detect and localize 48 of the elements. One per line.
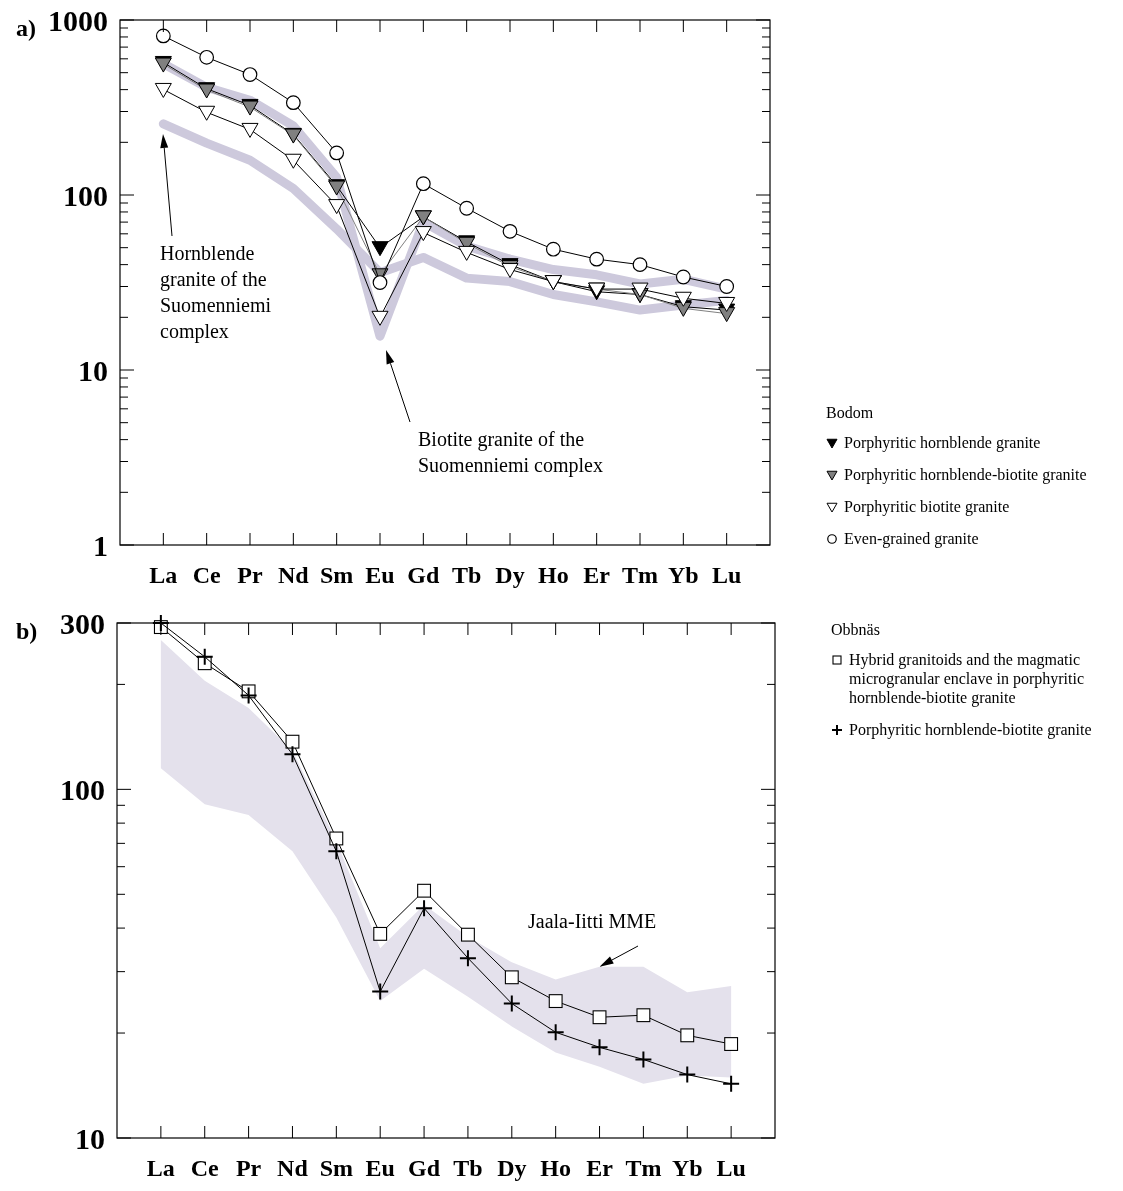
x-tick-label: Er <box>583 562 611 588</box>
legend-label: Porphyritic hornblende granite <box>844 434 1041 452</box>
y-tick-label: 100 <box>63 178 108 212</box>
y-tick-label: 1000 <box>48 3 108 37</box>
legend-title: Bodom <box>826 404 874 421</box>
chart-title: a) <box>16 15 36 41</box>
x-tick-label: Lu <box>716 1155 746 1181</box>
y-tick-label: 300 <box>60 606 105 640</box>
y-tick-label: 1 <box>93 528 108 562</box>
x-tick-label: Gd <box>408 1155 441 1181</box>
x-tick-label: Nd <box>277 1155 309 1181</box>
x-tick-label: Tm <box>625 1155 662 1181</box>
x-tick-label: Eu <box>365 562 395 588</box>
x-tick-label: Yb <box>667 562 699 588</box>
x-tick-label: Sm <box>319 562 354 588</box>
legend-label: Even-grained granite <box>844 530 979 548</box>
x-tick-label: Eu <box>365 1155 395 1181</box>
y-tick-label: 100 <box>60 772 105 806</box>
x-tick-label: Ho <box>540 1155 571 1181</box>
x-tick-label: La <box>149 562 178 588</box>
x-tick-label: Tb <box>453 1155 483 1181</box>
legend-label: Porphyritic hornblende-biotite granite <box>849 721 1092 739</box>
x-tick-label: Ce <box>192 562 222 588</box>
legend-label: Porphyritic hornblende-biotite granite <box>844 466 1087 484</box>
x-tick-label: Dy <box>495 562 525 588</box>
x-tick-label: Ho <box>538 562 569 588</box>
annotation: Biotite granite of the Suomenniemi complex <box>418 428 603 477</box>
x-tick-label: Pr <box>235 1155 262 1181</box>
chart-title: b) <box>16 618 38 644</box>
x-tick-label: Tm <box>622 562 659 588</box>
legend-title: Obbnäs <box>831 621 880 638</box>
legend-label: Hybrid granitoids and the magmatic microgranular enclave in porphyritic hornblende-biotite granite <box>849 651 1085 707</box>
y-tick-label: 10 <box>75 1121 105 1155</box>
annotation: Jaala-Iitti MME <box>528 910 657 932</box>
x-tick-label: Sm <box>319 1155 354 1181</box>
x-tick-label: Nd <box>277 562 310 588</box>
x-tick-label: Er <box>586 1155 614 1181</box>
x-tick-label: Pr <box>237 562 263 588</box>
x-tick-label: Ce <box>190 1155 220 1181</box>
x-tick-label: Lu <box>711 562 742 588</box>
x-tick-label: Yb <box>671 1155 703 1181</box>
x-tick-label: Tb <box>451 562 482 588</box>
x-tick-label: Gd <box>407 562 440 588</box>
legend-label: Porphyritic biotite granite <box>844 498 1010 516</box>
x-tick-label: Dy <box>497 1155 527 1181</box>
y-tick-label: 10 <box>78 353 108 387</box>
annotation: Hornblende granite of the Suomenniemi complex <box>160 242 272 343</box>
x-tick-label: La <box>146 1155 175 1181</box>
